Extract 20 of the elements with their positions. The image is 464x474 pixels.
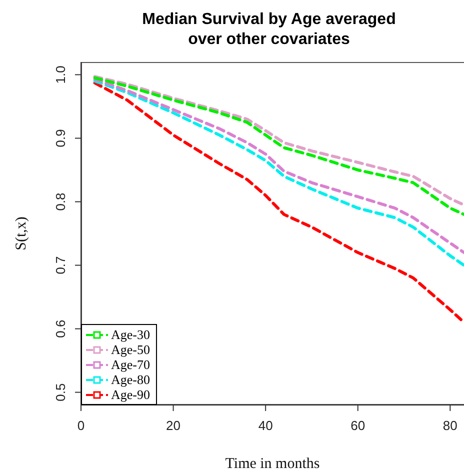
legend-label: Age-90 bbox=[111, 386, 150, 402]
y-tick-label: 0.9 bbox=[53, 129, 68, 148]
x-tick-label: 80 bbox=[442, 418, 458, 434]
x-axis-title: Time in months bbox=[225, 456, 320, 472]
y-tick-label: 0.8 bbox=[53, 192, 68, 211]
y-tick-label: 0.5 bbox=[53, 383, 68, 402]
x-tick-label: 0 bbox=[77, 418, 85, 434]
x-tick-label: 20 bbox=[166, 418, 181, 434]
y-axis-title: S(t,x) bbox=[13, 216, 30, 250]
chart-title: Median Survival by Age averaged over other covariates bbox=[141, 10, 397, 50]
legend-label: Age-80 bbox=[111, 372, 150, 388]
legend-label: Age-50 bbox=[111, 342, 150, 358]
x-tick-label: 40 bbox=[258, 418, 273, 434]
legend-label: Age-30 bbox=[111, 326, 150, 342]
y-tick-label: 1.0 bbox=[53, 66, 68, 84]
line-series bbox=[93, 81, 464, 324]
legend-label: Age-70 bbox=[111, 356, 150, 372]
y-tick-label: 0.7 bbox=[53, 256, 68, 274]
y-tick-label: 0.6 bbox=[53, 320, 68, 338]
x-tick-label: 60 bbox=[350, 418, 366, 434]
